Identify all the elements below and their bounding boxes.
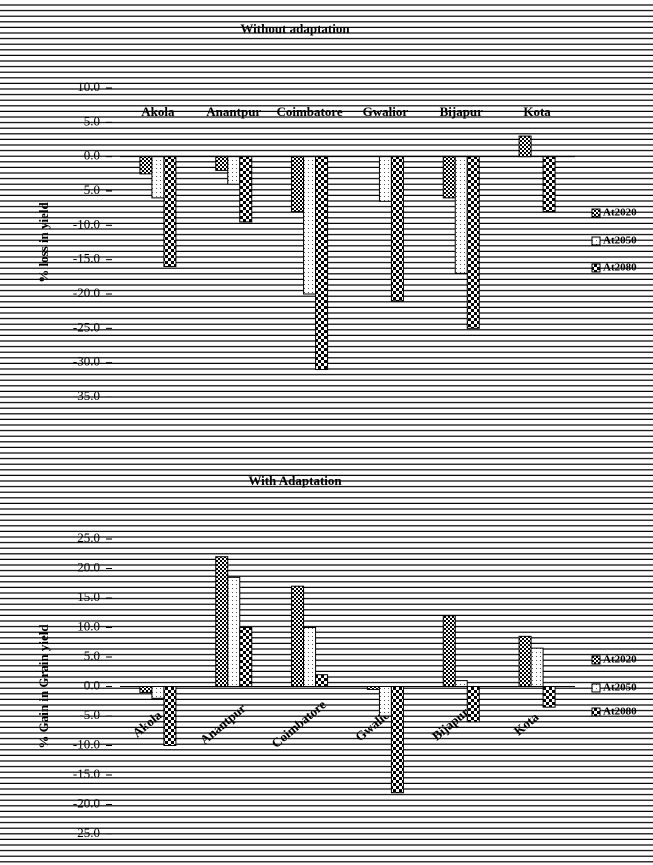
bar [303,627,317,687]
bar [378,686,392,717]
legend-swatch [591,655,601,665]
y-axis-label: % loss in yield [36,201,51,282]
legend-label: At2050 [603,682,637,694]
y-tick-label: 5.0 [84,182,100,197]
bar [366,686,380,690]
bar [139,686,153,693]
bar [390,156,404,302]
y-tick-label: -25.0 [73,319,100,334]
y-tick-label: 25.0 [77,530,100,545]
category-label: Akola [141,104,175,119]
bar [215,556,229,688]
bar [315,674,329,688]
bar [542,156,556,213]
bar [291,156,305,213]
y-tick-label: -5.0 [79,707,100,722]
bar [151,156,165,199]
y-tick-label: 20.0 [77,559,100,574]
bar [530,647,544,688]
legend-swatch [591,707,601,717]
bar [442,615,456,688]
legend-label: At2080 [603,262,637,274]
y-tick-label: -15.0 [73,766,100,781]
bar [454,156,468,274]
bar [215,156,229,171]
bar [163,156,177,268]
y-tick-label: -10.0 [73,216,100,231]
legend-swatch [591,236,601,246]
category-label: Coimbatore [276,104,342,119]
y-tick-label: 5.0 [84,648,100,663]
y-tick-label: -30.0 [73,354,100,369]
bar [390,686,404,794]
chart-title: Without adaptation [240,21,350,36]
bar [518,135,532,158]
legend-label: At2020 [603,207,637,219]
bar [139,156,153,175]
y-tick-label: 0.0 [84,148,100,163]
chart-title: With Adaptation [248,473,342,488]
y-tick-label: -10.0 [73,736,100,751]
bar [291,585,305,688]
bar [227,576,241,687]
legend-label: At2050 [603,235,637,247]
legend-label: At2080 [603,706,637,718]
bar [378,156,392,202]
bar [163,686,177,746]
bar [151,686,165,699]
bar [239,156,253,223]
bar [454,680,468,687]
bar [315,156,329,371]
bar [518,635,532,687]
legend-swatch [591,208,601,218]
legend-swatch [591,263,601,273]
legend-label: At2020 [603,654,637,666]
bar [239,627,253,687]
category-label: Anantpur [206,104,261,119]
bar [466,156,480,329]
y-tick-label: 0.0 [84,677,100,692]
bar [466,686,480,723]
bar [542,686,556,708]
bar [227,156,241,185]
y-tick-label: -15.0 [73,251,100,266]
bar [442,156,456,199]
y-tick-label: -20.0 [73,285,100,300]
y-tick-label: 10.0 [77,79,100,94]
y-axis-label: % Gain in Grain yield [36,624,51,749]
y-tick-label: 10.0 [77,618,100,633]
y-tick-label: 5.0 [84,113,100,128]
y-tick-label: -20.0 [73,795,100,810]
category-label: Kota [523,104,551,119]
y-tick-label: 15.0 [77,589,100,604]
y-tick-label: -35.0 [73,388,100,403]
bar [303,156,317,295]
legend-swatch [591,683,601,693]
category-label: Bijapur [440,104,484,119]
y-tick-label: 25.0 [77,825,100,840]
category-label: Gwalior [363,104,409,119]
